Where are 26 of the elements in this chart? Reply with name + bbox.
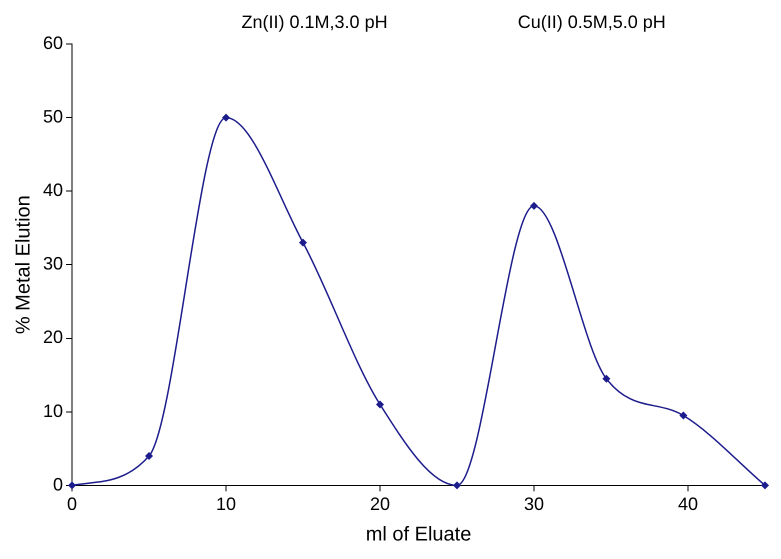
- y-tick-label: 20: [42, 327, 64, 348]
- x-tick-label: 40: [678, 494, 698, 514]
- y-axis-title: % Metal Elution: [12, 195, 35, 334]
- point: [299, 238, 308, 247]
- x-axis-title: ml of Eluate: [366, 524, 472, 546]
- y-tick-label: 40: [42, 180, 64, 200]
- point: [761, 481, 769, 490]
- point: [222, 114, 230, 122]
- x-tick-label: 10: [216, 494, 236, 514]
- point: [679, 412, 688, 420]
- point: [376, 400, 384, 408]
- point: [68, 481, 76, 490]
- point: [145, 452, 154, 460]
- x-tick-label: 30: [524, 494, 544, 514]
- y-tick-label: 0: [53, 474, 64, 494]
- point: [530, 202, 538, 210]
- text: Cu(II) 0.5M,5.0 pH: [518, 12, 666, 32]
- point: [602, 374, 610, 383]
- x-tick-label: 20: [370, 494, 390, 514]
- y-tick-label: 30: [42, 254, 64, 274]
- x-tick-label: 0: [67, 494, 78, 514]
- y-tick-label: 10: [42, 400, 64, 421]
- y-tick-label: 60: [42, 32, 64, 53]
- text: Zn(II) 0.1M,3.0 pH: [242, 12, 388, 32]
- point: [453, 481, 462, 490]
- y-tick-label: 50: [42, 106, 64, 127]
